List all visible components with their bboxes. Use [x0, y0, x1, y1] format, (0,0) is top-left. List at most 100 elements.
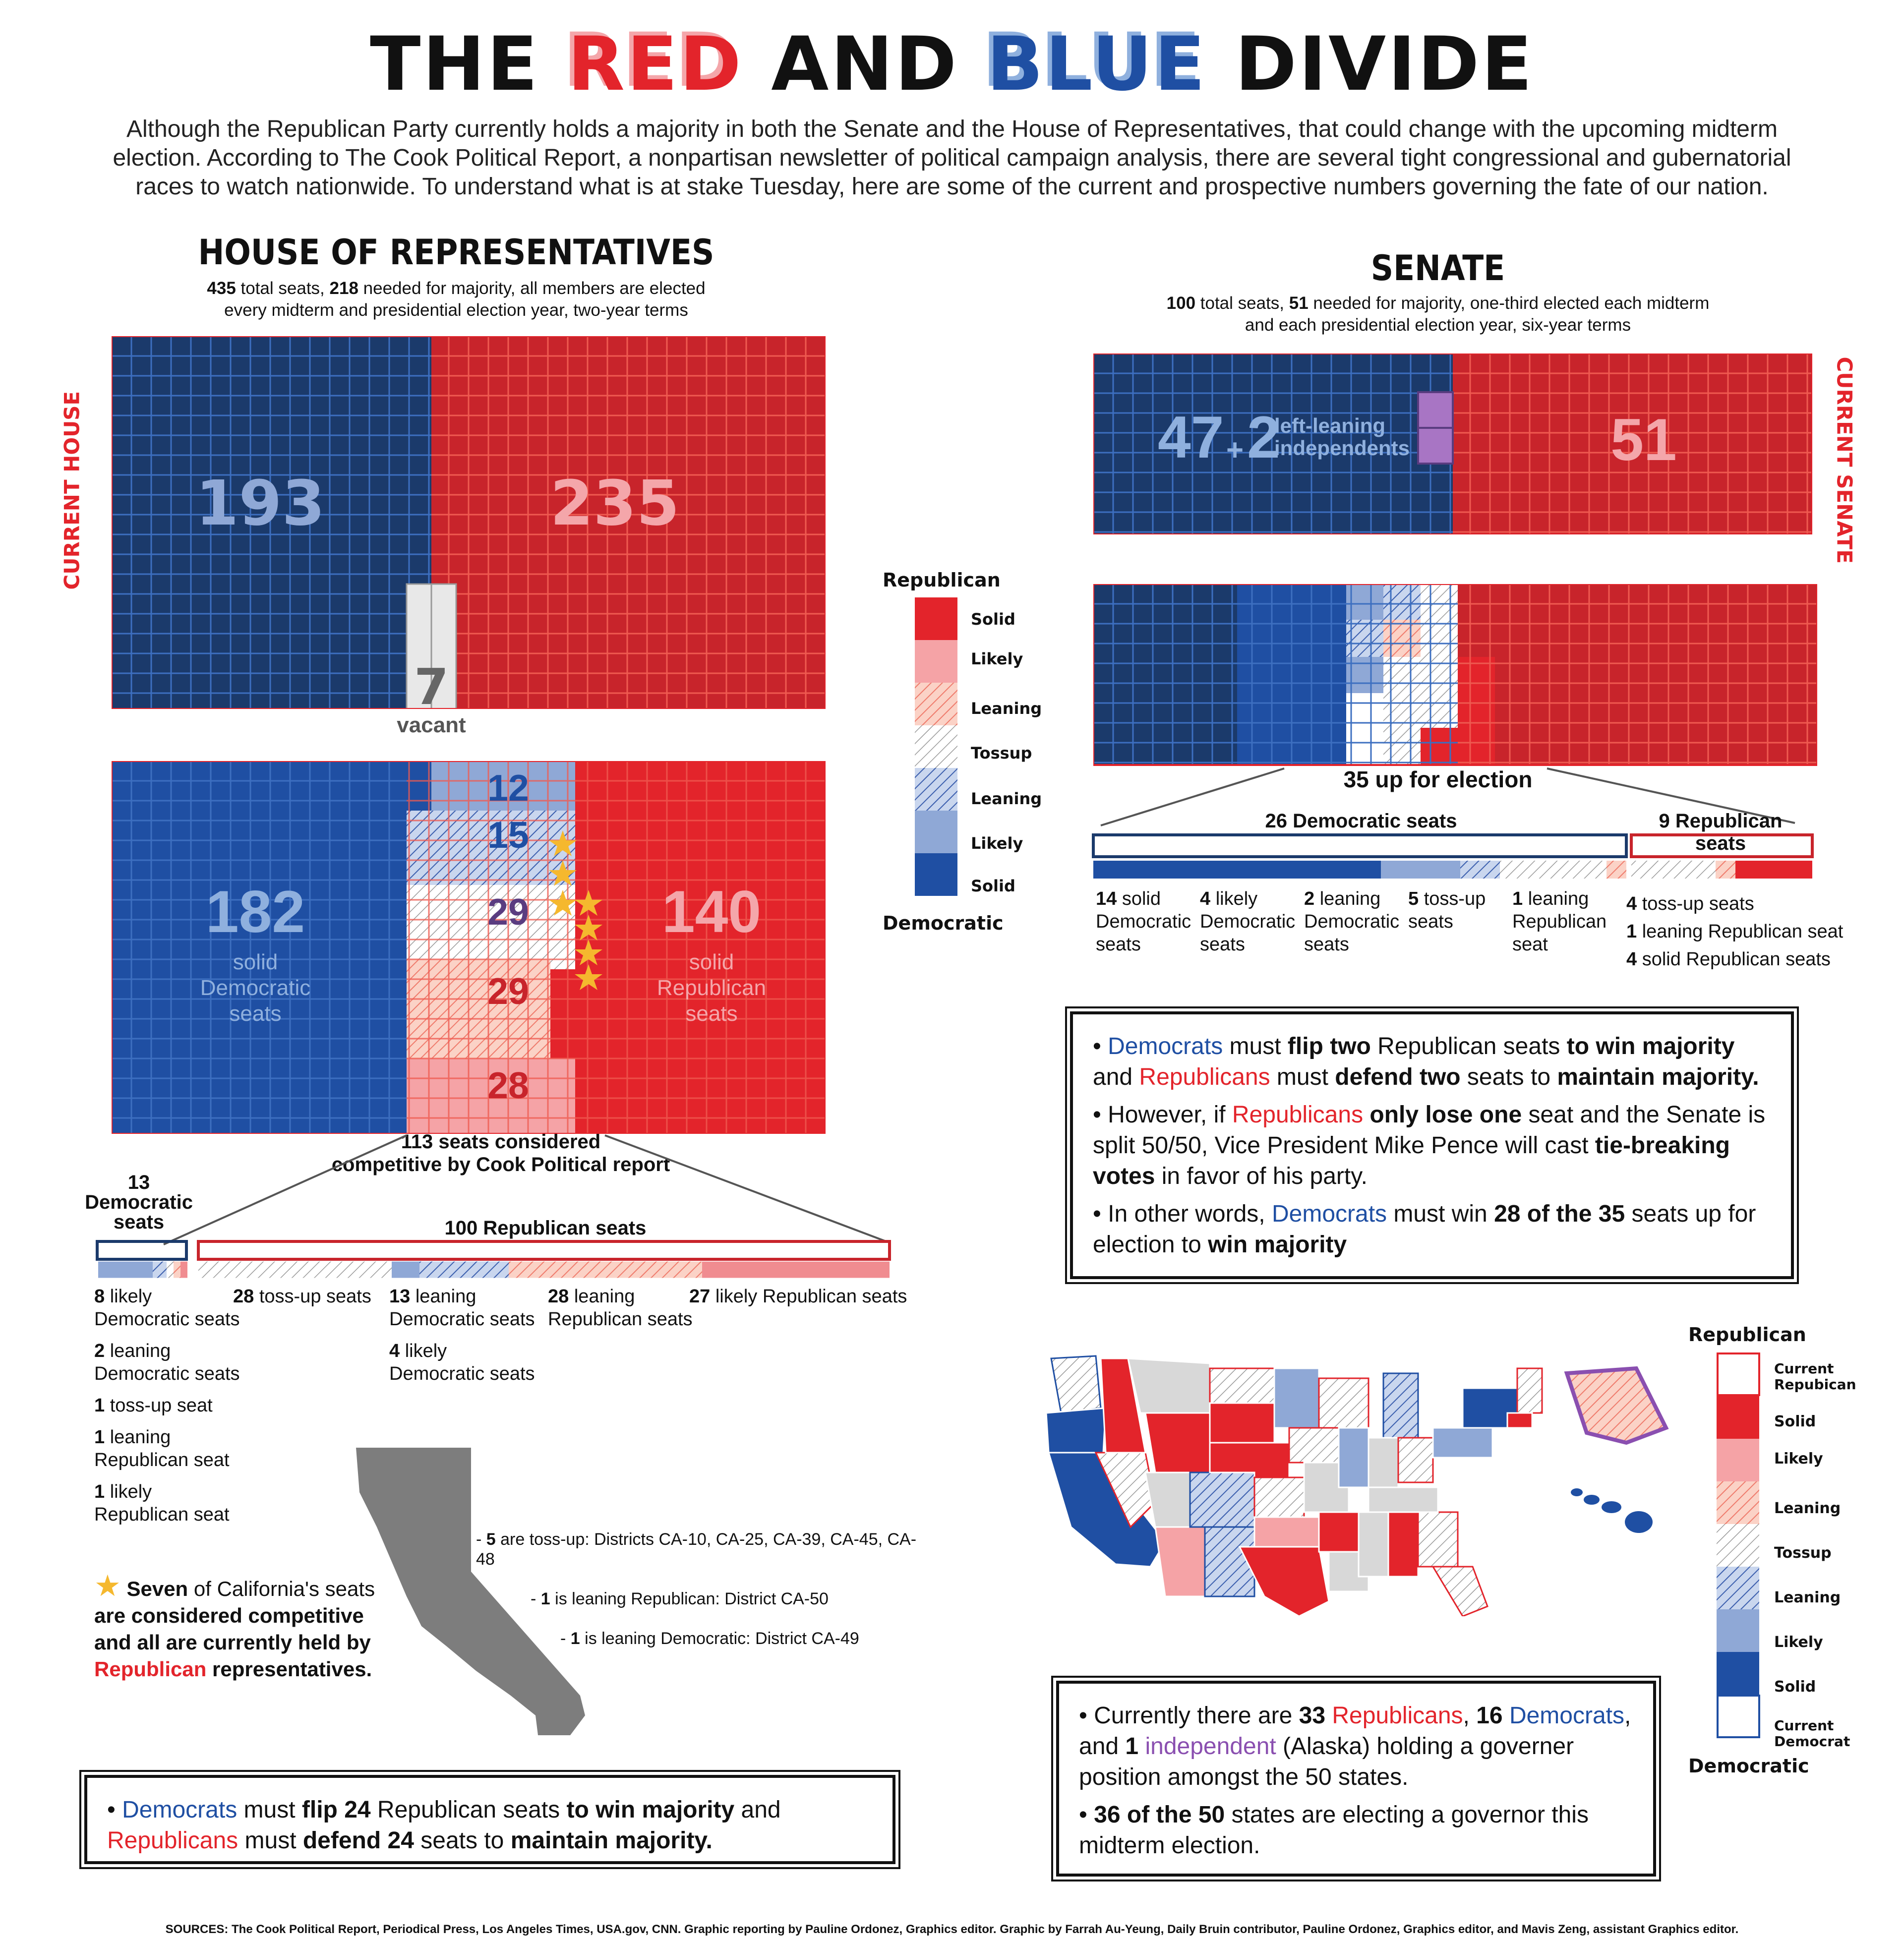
state-mn	[1273, 1367, 1320, 1429]
california-note: ★ Seven of California's seats are conside…	[94, 1569, 375, 1681]
state-ut	[1144, 1471, 1191, 1528]
current-house-rep-count: 235	[550, 468, 680, 539]
state-or	[1045, 1407, 1107, 1454]
legend-lean-dem: Leaning	[971, 789, 1042, 808]
svg-text:left-leaning: left-leaning	[1274, 414, 1385, 437]
gov-legend-lean-dem: Leaning	[1774, 1589, 1841, 1606]
california-stars	[549, 830, 602, 990]
senate-up-caption: 35 up for election	[1343, 766, 1533, 792]
state-ia	[1288, 1427, 1340, 1464]
state-sd	[1209, 1402, 1275, 1444]
state-co	[1189, 1471, 1255, 1528]
state-pa	[1432, 1427, 1493, 1459]
state-wi	[1318, 1377, 1369, 1429]
legend-likely-rep: Likely	[971, 649, 1023, 668]
svg-text:seats: seats	[685, 1001, 737, 1026]
state-fl	[1431, 1566, 1488, 1616]
current-house-chart: 193 235 7	[112, 336, 826, 709]
current-senate-ind-block	[1417, 391, 1454, 429]
legend-tossup: Tossup	[971, 744, 1032, 763]
state-me	[1516, 1367, 1543, 1414]
state-ks	[1253, 1476, 1305, 1518]
senate-summary-box: • Democrats must flip two Republican sea…	[1070, 1011, 1794, 1279]
current-senate-dem-count: 47	[1158, 404, 1224, 470]
current-house-dem-count: 193	[196, 468, 325, 539]
senate-heading: SENATE	[1370, 248, 1505, 289]
house-competitive-bar	[94, 1240, 893, 1279]
star-icon	[575, 940, 602, 965]
house-dem-breakdown: 8 likely Democratic seats 2 leaning Democr…	[94, 1286, 240, 1525]
house-subtitle: 435 total seats, 218 needed for majority…	[207, 279, 706, 320]
state-ga	[1417, 1511, 1459, 1568]
senate-connector-lines	[1100, 767, 1795, 826]
legend-likely-dem: Likely	[971, 834, 1023, 853]
current-senate-label: CURRENT SENATE	[1832, 356, 1857, 564]
forecast-solid-dem-count: 182	[206, 879, 305, 945]
senate-dem-group-label: 26 Democratic seats	[1265, 810, 1457, 832]
rating-legend-swatches	[915, 597, 957, 896]
svg-text:+: +	[1226, 433, 1244, 467]
current-senate-ind-count: 2	[1247, 404, 1280, 470]
senate-breakdown-rep: 4 toss-up seats 1 leaning Republican sea…	[1626, 893, 1844, 970]
house-dem-group-label: 13 Democratic seats	[85, 1172, 193, 1233]
state-ar	[1318, 1511, 1360, 1553]
state-ms	[1358, 1511, 1389, 1578]
house-rep-group-label: 100 Republican seats	[444, 1217, 647, 1239]
state-il	[1338, 1427, 1369, 1488]
gov-legend-republican: Republican	[1688, 1324, 1806, 1346]
senate-breakdown-solid-dem: 14 solid Democratic seats	[1096, 888, 1191, 955]
current-senate-rep-count: 51	[1610, 407, 1676, 473]
state-id	[1100, 1357, 1146, 1454]
house-rep-breakdown-lean-rep: 28 leaning Republican seats	[548, 1286, 693, 1330]
gov-legend-tossup: Tossup	[1774, 1544, 1832, 1562]
state-ak	[1564, 1366, 1669, 1445]
forecast-likely-rep-count: 28	[487, 1064, 529, 1106]
forecast-solid-rep-count: 140	[662, 879, 761, 945]
svg-text:Democratic: Democratic	[200, 976, 311, 1000]
senate-breakdown-tossup-dem: 5 toss-up seats	[1408, 888, 1486, 932]
senate-breakdown-lean-rep: 1 leaning Republican seat	[1512, 888, 1607, 955]
svg-text:solid: solid	[233, 950, 278, 974]
current-house-label: CURRENT HOUSE	[60, 391, 84, 590]
star-icon	[575, 964, 602, 990]
state-mi	[1382, 1372, 1419, 1439]
sources-footer: SOURCES: The Cook Political Report, Peri…	[165, 1923, 1739, 1936]
current-house-vacant-count: 7	[414, 658, 449, 709]
state-ma	[1506, 1412, 1533, 1429]
state-tx	[1238, 1546, 1330, 1616]
state-mt	[1127, 1357, 1211, 1414]
star-icon	[575, 890, 602, 916]
svg-text:solid: solid	[689, 950, 734, 974]
house-forecast-chart: 182 solid Democratic seats 12 15 29 29 2…	[112, 761, 826, 1134]
california-shape	[356, 1448, 585, 1735]
gov-legend-likely-rep: Likely	[1774, 1450, 1823, 1468]
senate-breakdown-likely-dem: 4 likely Democratic seats	[1200, 888, 1296, 955]
forecast-tossup-count: 29	[487, 891, 529, 933]
star-icon	[549, 890, 577, 916]
house-summary-box: • Democrats must flip 24 Republican seat…	[84, 1775, 895, 1864]
state-az	[1154, 1526, 1206, 1597]
gov-legend-solid-dem: Solid	[1774, 1678, 1816, 1696]
state-in	[1368, 1437, 1399, 1488]
house-rep-breakdown-lean-dem: 13 leaning Democratic seats 4 likely Democ…	[389, 1286, 535, 1384]
intro-paragraph: Although the Republican Party currently …	[113, 116, 1791, 200]
senate-subtitle: 100 total seats, 51 needed for majority,…	[1166, 294, 1710, 335]
svg-text:Republican: Republican	[657, 976, 766, 1000]
vacant-label: vacant	[397, 713, 466, 737]
house-rep-breakdown-likely-rep: 27 likely Republican seats	[689, 1286, 907, 1307]
state-nm	[1204, 1526, 1255, 1597]
gov-legend-current-rep: Current Repubican	[1774, 1360, 1856, 1393]
state-ok	[1253, 1516, 1320, 1548]
house-heading: HOUSE OF REPRESENTATIVES	[198, 232, 714, 273]
legend-republican-label: Republican	[883, 569, 1001, 591]
gov-legend-lean-rep: Leaning	[1774, 1500, 1841, 1517]
forecast-lean-rep-count: 29	[487, 970, 529, 1012]
title-blue-word: BLUE	[986, 21, 1207, 108]
star-icon	[575, 915, 602, 940]
state-tn	[1368, 1486, 1439, 1513]
state-wy	[1144, 1412, 1211, 1473]
house-rep-breakdown-tossup: 28 toss-up seats	[233, 1286, 371, 1307]
gov-legend-democratic: Democratic	[1688, 1755, 1809, 1777]
california-map	[356, 1448, 585, 1735]
gov-legend-swatches	[1717, 1352, 1760, 1738]
